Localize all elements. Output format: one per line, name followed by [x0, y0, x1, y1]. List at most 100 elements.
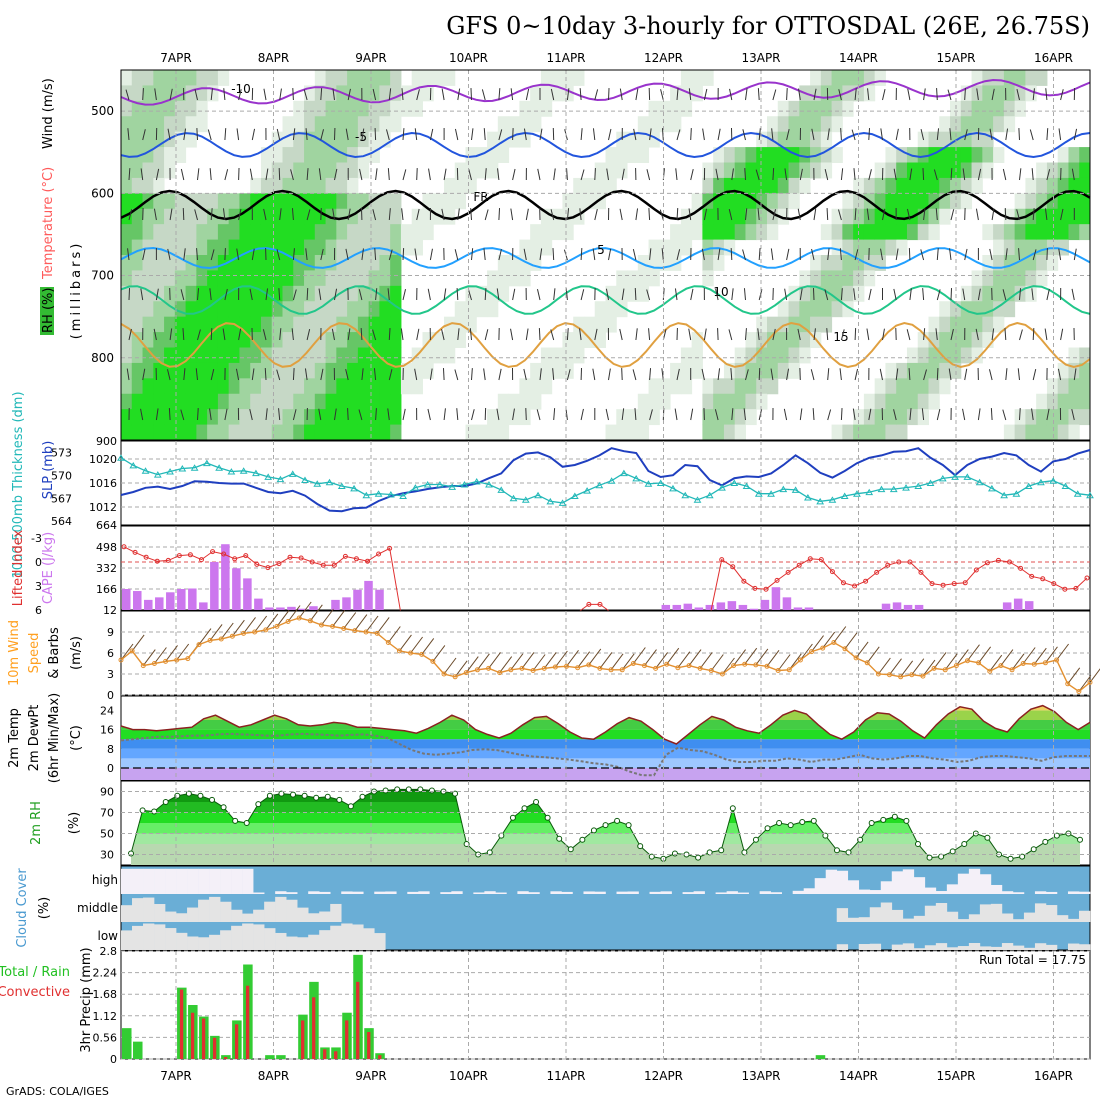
date-tick-label: 15APR: [936, 51, 975, 65]
rh-cell: [863, 177, 876, 194]
cloud-cell: [770, 892, 782, 894]
precip-total-bar: [815, 1055, 826, 1059]
rh-cell: [422, 193, 434, 210]
thickness-point: [521, 496, 530, 503]
thickness-point: [865, 488, 874, 496]
precip-conv-label: Convective: [0, 985, 70, 1000]
wind-barb: [224, 408, 228, 421]
rh-cell: [777, 147, 790, 163]
rh-cell: [530, 255, 542, 271]
rh-cell: [228, 239, 240, 256]
rh-cell: [863, 270, 876, 287]
rh-cell: [982, 162, 994, 179]
precip-conv-bar: [312, 997, 316, 1059]
rh-cell: [314, 424, 327, 441]
rh-cell: [928, 316, 940, 333]
wind-barb: [429, 248, 433, 261]
wind-barb: [468, 289, 472, 301]
rh-cell: [702, 224, 714, 241]
cloud-cell: [957, 946, 970, 950]
rh-cell: [810, 301, 822, 318]
rh-cell: [325, 424, 337, 441]
wind-barb: [579, 208, 582, 221]
rh-cell: [734, 177, 746, 194]
rh-cell: [659, 378, 671, 395]
rh-cell: [1068, 378, 1080, 395]
cloud-cell: [935, 943, 948, 950]
rh-cell: [293, 409, 305, 426]
rh-cell: [637, 116, 650, 133]
rh-cell: [1036, 409, 1048, 426]
wind-barb: [649, 409, 653, 421]
cloud-cell: [231, 868, 243, 894]
wind-barb: [688, 88, 692, 101]
rh-cell: [562, 332, 574, 348]
date-tick-label: 11APR: [546, 1069, 585, 1083]
rh-cell: [379, 409, 391, 426]
wind-barb: [840, 408, 843, 421]
rh-cell: [293, 131, 305, 148]
rh-cell: [573, 70, 585, 86]
rh-point: [845, 849, 852, 856]
rh-cell: [993, 270, 1005, 287]
cape-bar: [1013, 598, 1023, 610]
rh-cell: [260, 147, 273, 163]
rh-cell: [121, 347, 133, 364]
rh-cell: [293, 239, 305, 256]
rh-cell: [1046, 224, 1059, 241]
wind-barb: [210, 88, 213, 101]
wind-barb: [950, 209, 955, 221]
cape-bar: [177, 589, 186, 610]
precip-total-bar: [133, 1041, 143, 1059]
rh-cell: [121, 316, 133, 333]
cloud-cell: [1001, 913, 1014, 922]
cloud-cell: [913, 915, 926, 922]
wind-barb: [496, 288, 500, 301]
rh-cell: [325, 393, 337, 410]
cloud-cell: [242, 913, 254, 922]
wind-barb: [372, 88, 377, 101]
temp-label-3: (6hr Min/Max): [47, 693, 62, 783]
cloud-cell: [407, 891, 419, 894]
wind-point: [330, 623, 336, 629]
rh-cell: [939, 301, 951, 318]
rh-cell: [260, 255, 273, 271]
temperature-contour: [120, 246, 1091, 270]
wind-barb: [539, 248, 543, 261]
rh-cell: [734, 362, 746, 379]
rh-cell: [293, 100, 305, 117]
wind-barb: [291, 208, 294, 221]
wind-barb: [964, 88, 966, 101]
wind-barb: [893, 409, 897, 421]
wind-barb: [292, 409, 297, 421]
temp-tick: 16: [100, 724, 114, 737]
wind-barb: [964, 368, 968, 381]
rh-cell: [304, 85, 316, 102]
cloud-cell: [517, 891, 529, 894]
rh-cell: [960, 162, 973, 179]
wind-barb: [210, 328, 213, 341]
rh-cell: [605, 316, 617, 333]
wind-barb: [565, 408, 568, 421]
wind-barb: [772, 209, 777, 221]
rh-cell: [357, 301, 370, 318]
rh-cell: [734, 224, 746, 241]
rh-cell: [131, 85, 144, 102]
rh-cell: [379, 116, 391, 133]
rh-cell: [153, 362, 165, 379]
cloud-cell: [209, 934, 221, 950]
rh-point: [764, 825, 771, 832]
wind-barb: [306, 168, 309, 181]
wind-barb: [306, 209, 311, 221]
wind-barb: [944, 653, 958, 671]
rh-cell: [293, 224, 305, 241]
rh-cell: [217, 255, 230, 271]
rh-cell: [874, 162, 886, 179]
wind-barb: [854, 208, 857, 221]
wind-barb: [332, 208, 335, 221]
wind-point: [229, 633, 235, 639]
wind-point: [719, 671, 725, 677]
rh-cell: [228, 285, 240, 302]
wind-barb: [771, 128, 774, 141]
precip-units: 3hr Precip (mm): [79, 947, 94, 1052]
